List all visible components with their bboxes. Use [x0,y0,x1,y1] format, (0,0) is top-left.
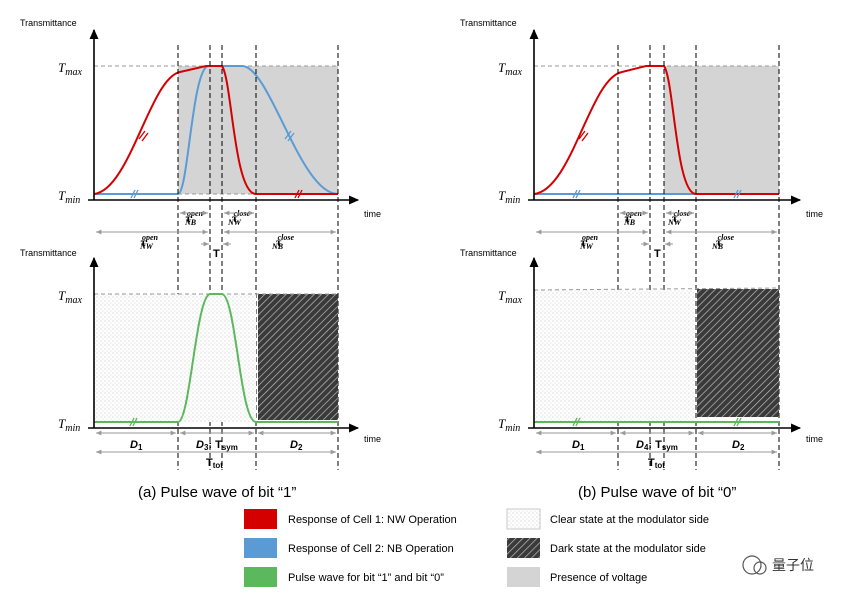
watermark-text: 量子位 [772,558,814,574]
legend-nb: Response of Cell 2: NB Operation [288,543,454,555]
d1-label: D1 [130,439,143,452]
caption-a: (a) Pulse wave of bit “1” [138,484,296,501]
clear-state-region [534,290,694,422]
tmax-label: Tmax [498,288,522,306]
break-mark-icon [129,417,138,427]
red-swatch-icon [244,509,277,529]
x-axis-label: time [806,434,823,444]
x-axis-label: time [364,434,381,444]
d4-tsym-label: D4: Tsym [636,439,678,452]
legend-dark: Dark state at the modulator side [550,543,706,555]
panel-a-bottom: Transmittance time Tmax Tmin D1 D3: Tsym… [20,248,381,470]
green-swatch-icon [244,567,277,587]
clear-state-region [94,294,178,422]
break-mark-icon [572,417,742,427]
tau-nb-close: τclose NB [271,233,294,251]
tau-nw-open: τopen NW [579,233,599,251]
ttot-label: Ttot [206,457,223,470]
tau-nw-close: τclose NW [227,209,250,227]
x-axis-label: time [364,209,381,219]
dotted-swatch-icon [506,508,541,530]
y-axis-label: Transmittance [460,248,517,258]
tmin-label: Tmin [498,416,520,434]
legend-voltage: Presence of voltage [550,572,647,584]
legend: Response of Cell 1: NW Operation Respons… [244,508,709,587]
voltage-region [178,66,338,194]
panel-b-bottom: Transmittance time Tmax Tmin D1 D4: Tsym… [460,248,823,470]
d3-tsym-label: D3: Tsym [196,439,238,452]
x-axis-label: time [806,209,823,219]
clear-state-region [178,294,256,422]
voltage-region [664,66,779,194]
break-mark-icon [578,130,589,142]
legend-clear: Clear state at the modulator side [550,514,709,526]
caption-b: (b) Pulse wave of bit “0” [578,484,736,501]
panel-b-top: Transmittance time Tmax Tmin τopen NB τcl… [460,18,823,470]
tau-nb-close: τclose NB [711,233,734,251]
tau-nb-open: τopen NB [184,209,204,227]
dark-state-region [697,289,779,417]
ttot-label: Ttot [648,457,665,470]
break-mark-icon [130,130,295,199]
d1-label: D1 [572,439,585,452]
d2-label: D2 [290,439,303,452]
blue-swatch-icon [244,538,277,558]
break-mark-icon [572,189,742,199]
tau-nw-close: τclose NW [667,209,690,227]
gray-swatch-icon [507,567,540,587]
y-axis-label: Transmittance [20,248,77,258]
d2-label: D2 [732,439,745,452]
pulse-wave-bit-1 [94,293,338,423]
y-axis-label: Transmittance [20,18,77,28]
nw-response-curve [93,65,338,195]
nw-response-curve [533,65,779,195]
tau-nw-open: τopen NW [139,233,159,251]
y-axis-label: Transmittance [460,18,517,28]
tmax-label: Tmax [58,288,82,306]
nb-response-curve [94,65,339,195]
tau-nb-open: τopen NB [623,209,643,227]
break-mark-icon [138,130,303,199]
watermark: 量子位 [742,555,814,575]
tmax-label: Tmax [58,60,82,78]
dark-state-region [258,294,338,420]
tmin-label: Tmin [58,416,80,434]
tmin-label: Tmin [498,188,520,206]
tmin-label: Tmin [58,188,80,206]
t-small-label: T [654,248,661,260]
t-small-label: T [213,248,220,260]
tmax-label: Tmax [498,60,522,78]
hatched-swatch-icon [507,538,540,558]
watermark-logo-icon [742,555,762,575]
legend-nw: Response of Cell 1: NW Operation [288,514,457,526]
legend-pulse: Pulse wave for bit “1” and bit “0” [288,572,444,584]
